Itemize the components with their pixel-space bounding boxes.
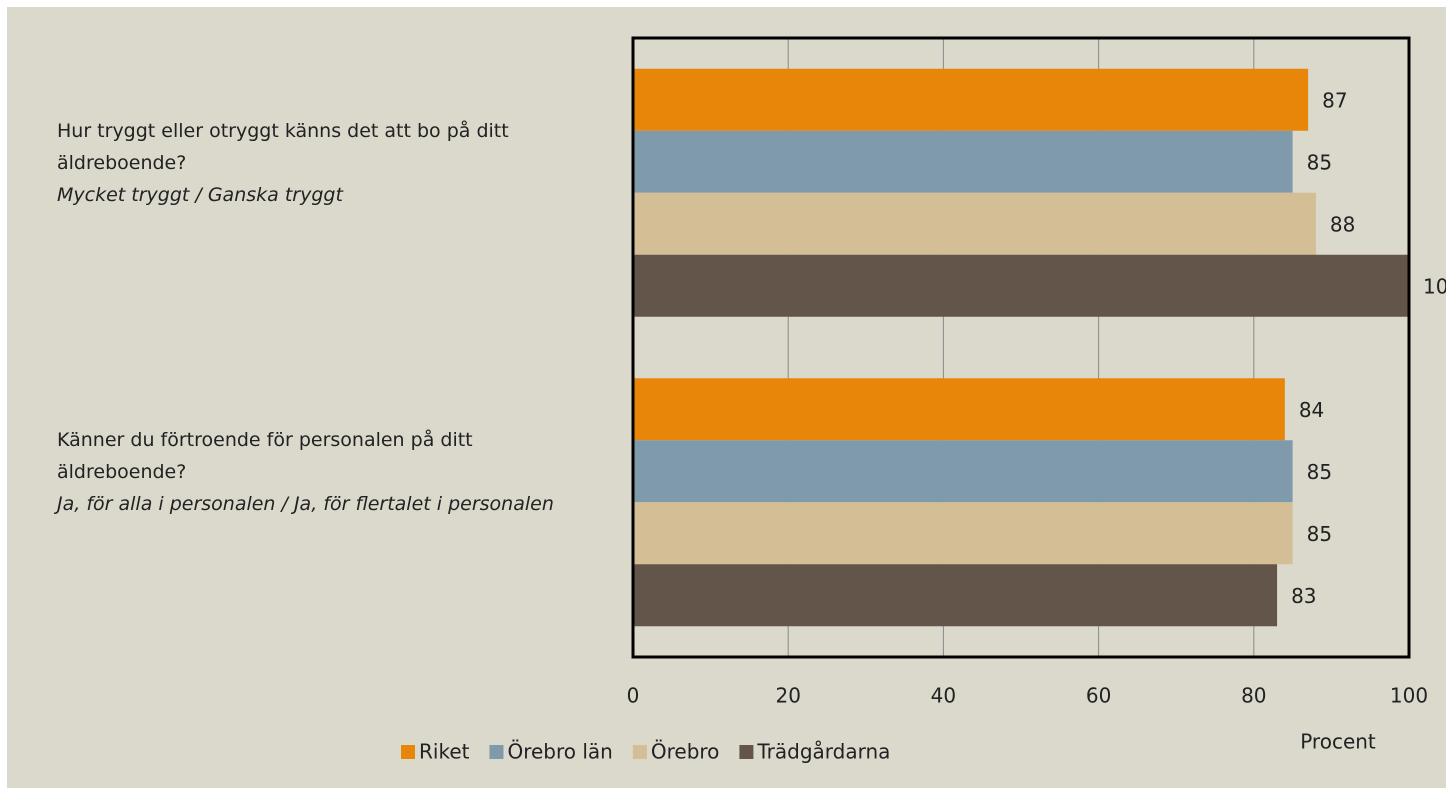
legend-item: Örebro	[632, 740, 720, 764]
x-tick-label: 20	[775, 684, 800, 708]
value-label: 85	[1307, 522, 1332, 546]
chart-area: 0 20 40 60 80 100 87 85 88 100 84 85 85 83 Procent Rike…	[7, 7, 1446, 788]
value-label: 88	[1330, 212, 1355, 236]
category-question: Hur tryggt eller otryggt känns det att b…	[57, 119, 509, 174]
category-question: Känner du förtroende för personalen på d…	[57, 429, 473, 484]
x-tick-label: 100	[1390, 684, 1428, 708]
category-label: Känner du förtroende för personalen på d…	[57, 424, 577, 520]
legend-label: Örebro län	[507, 740, 612, 764]
bar	[633, 192, 1316, 255]
bar	[633, 130, 1293, 193]
legend-item: Örebro län	[489, 740, 613, 764]
x-tick-label: 40	[931, 684, 956, 708]
legend-swatch	[632, 745, 647, 759]
value-label: 100	[1423, 274, 1446, 298]
chart: 0 20 40 60 80 100 87 85 88 100 84 85 85 83 Procent Rike…	[401, 36, 1446, 764]
bar	[633, 440, 1293, 503]
x-tick-label: 60	[1086, 684, 1111, 708]
value-label: 83	[1291, 584, 1316, 608]
bar	[633, 68, 1309, 131]
bar	[633, 502, 1293, 565]
legend-label: Örebro	[651, 740, 720, 764]
plot-border	[631, 36, 1411, 659]
legend-item: Trädgårdarna	[739, 740, 890, 764]
category-note: Mycket tryggt / Ganska tryggt	[57, 183, 343, 206]
value-label: 85	[1307, 150, 1332, 174]
legend-label: Trädgårdarna	[756, 740, 890, 764]
x-axis-label: Procent	[1300, 730, 1376, 754]
legend-label: Riket	[419, 740, 470, 764]
value-label: 85	[1307, 460, 1332, 484]
x-tick-label: 0	[627, 684, 640, 708]
category-label: Hur tryggt eller otryggt känns det att b…	[57, 115, 577, 211]
category-note: Ja, för alla i personalen / Ja, för fler…	[57, 493, 554, 516]
legend-item: Riket	[401, 740, 470, 764]
value-label: 87	[1322, 88, 1347, 112]
bar	[633, 564, 1278, 627]
legend-swatch	[489, 745, 504, 759]
bar	[633, 378, 1285, 441]
legend-swatch	[401, 745, 415, 759]
x-tick-label: 80	[1241, 684, 1266, 708]
legend-swatch	[739, 745, 754, 759]
value-label: 84	[1299, 398, 1324, 422]
bar	[633, 254, 1409, 317]
